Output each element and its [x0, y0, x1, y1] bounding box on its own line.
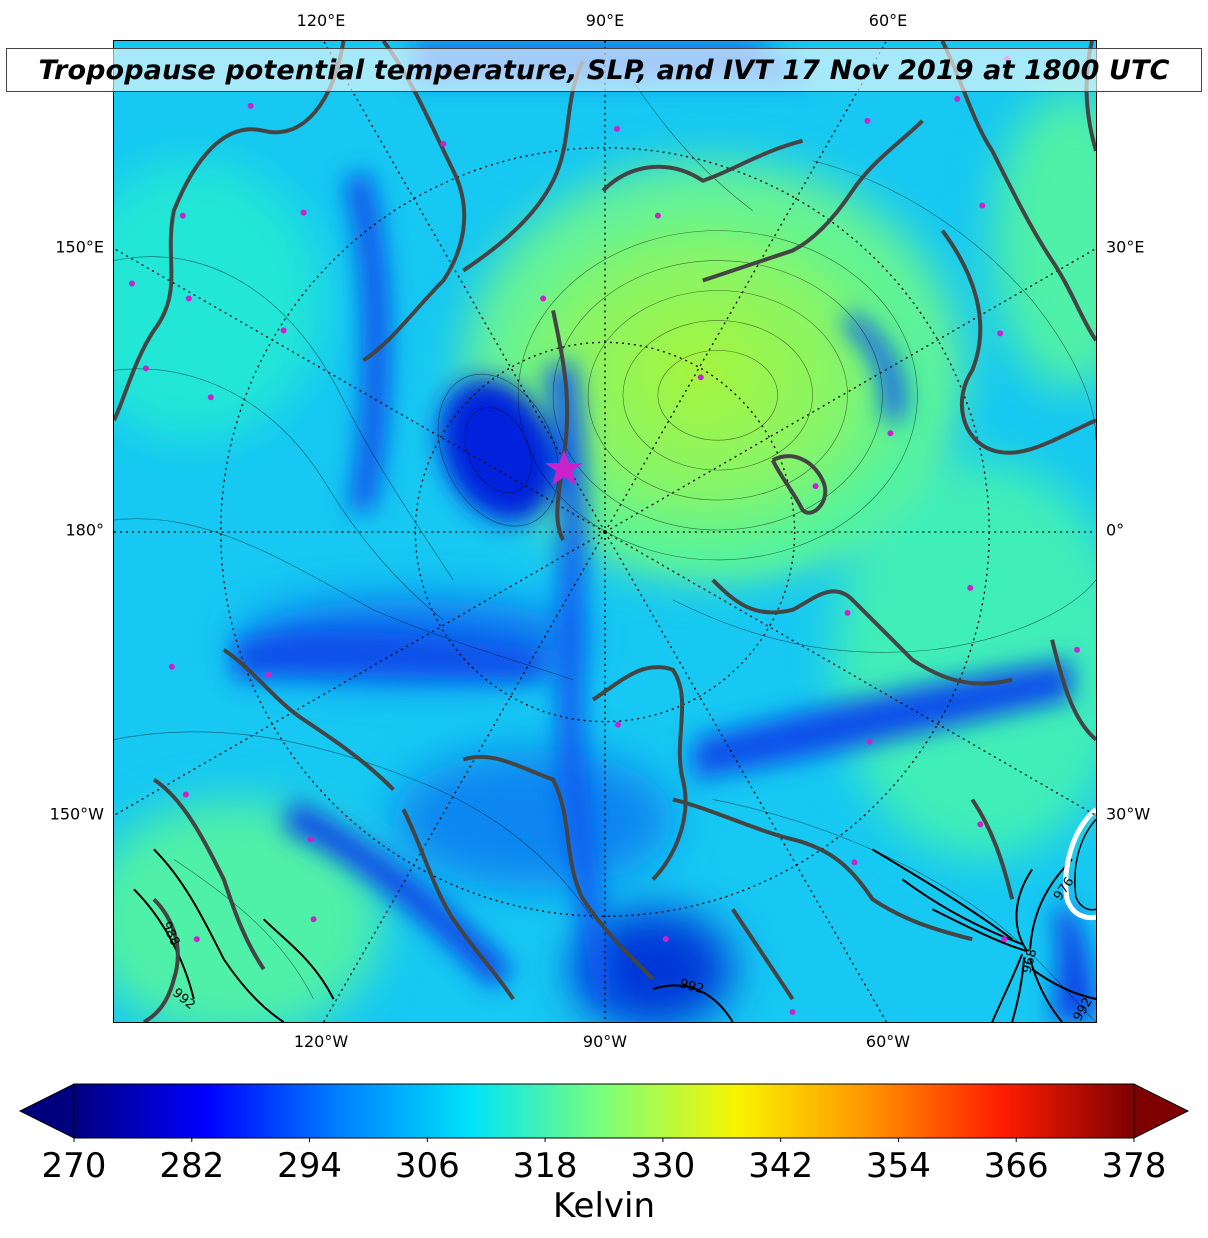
colorbar-extend-low — [18, 1083, 75, 1139]
ivt-contour — [1063, 807, 1096, 921]
map-title: Tropopause potential temperature, SLP, a… — [38, 54, 1170, 86]
lon-label-left: 180° — [65, 520, 104, 540]
colorbar-label: Kelvin — [552, 1186, 656, 1226]
colorbar-tick-label: 354 — [865, 1146, 931, 1186]
title-box: Tropopause potential temperature, SLP, a… — [6, 48, 1202, 92]
lon-label-bottom: 90°W — [582, 1032, 628, 1051]
colorbar — [18, 1083, 1190, 1142]
graticule — [114, 41, 1096, 1022]
colorbar-tick-label: 306 — [394, 1146, 460, 1186]
map-panel: 988 992 992 992 976 968 — [113, 40, 1097, 1023]
colorbar-tick-label: 282 — [159, 1146, 225, 1186]
lon-label-right: 30°W — [1106, 804, 1151, 824]
colorbar-tick-label: 366 — [983, 1146, 1049, 1186]
colorbar-ticks — [73, 1138, 1135, 1142]
lon-label-left: 150°E — [55, 237, 104, 257]
tropopause-theta-map: 988 992 992 992 976 968 — [114, 41, 1096, 1022]
colorbar-tick-label: 330 — [630, 1146, 696, 1186]
colorbar-tick-label: 270 — [41, 1146, 107, 1186]
colorbar-tick-label: 342 — [748, 1146, 814, 1186]
slp-label: 992 — [678, 976, 706, 997]
theta-contours — [114, 80, 1096, 1022]
lon-label-right: 30°E — [1106, 237, 1145, 257]
colorbar-tick-label: 294 — [277, 1146, 342, 1186]
lon-label-left: 150°W — [49, 804, 104, 824]
lon-label-top: 90°E — [585, 11, 625, 30]
lon-label-bottom: 60°W — [865, 1032, 911, 1051]
lon-label-bottom: 120°W — [293, 1032, 349, 1051]
colorbar-tick-label: 318 — [512, 1146, 578, 1186]
lon-label-right: 0° — [1106, 520, 1125, 540]
slp-contours — [133, 848, 1096, 1022]
ivt-contour-inner — [1074, 818, 1096, 911]
slp-label: 968 — [1020, 947, 1041, 975]
lon-label-top: 60°E — [868, 11, 908, 30]
lon-label-top: 120°E — [296, 11, 346, 30]
warm-ridge — [508, 210, 938, 570]
colorbar-tick-label: 378 — [1101, 1146, 1167, 1186]
star-marker — [545, 450, 584, 486]
station-markers — [128, 55, 1081, 1016]
colorbar-gradient — [73, 1083, 1135, 1139]
colorbar-extend-high — [1133, 1083, 1190, 1139]
